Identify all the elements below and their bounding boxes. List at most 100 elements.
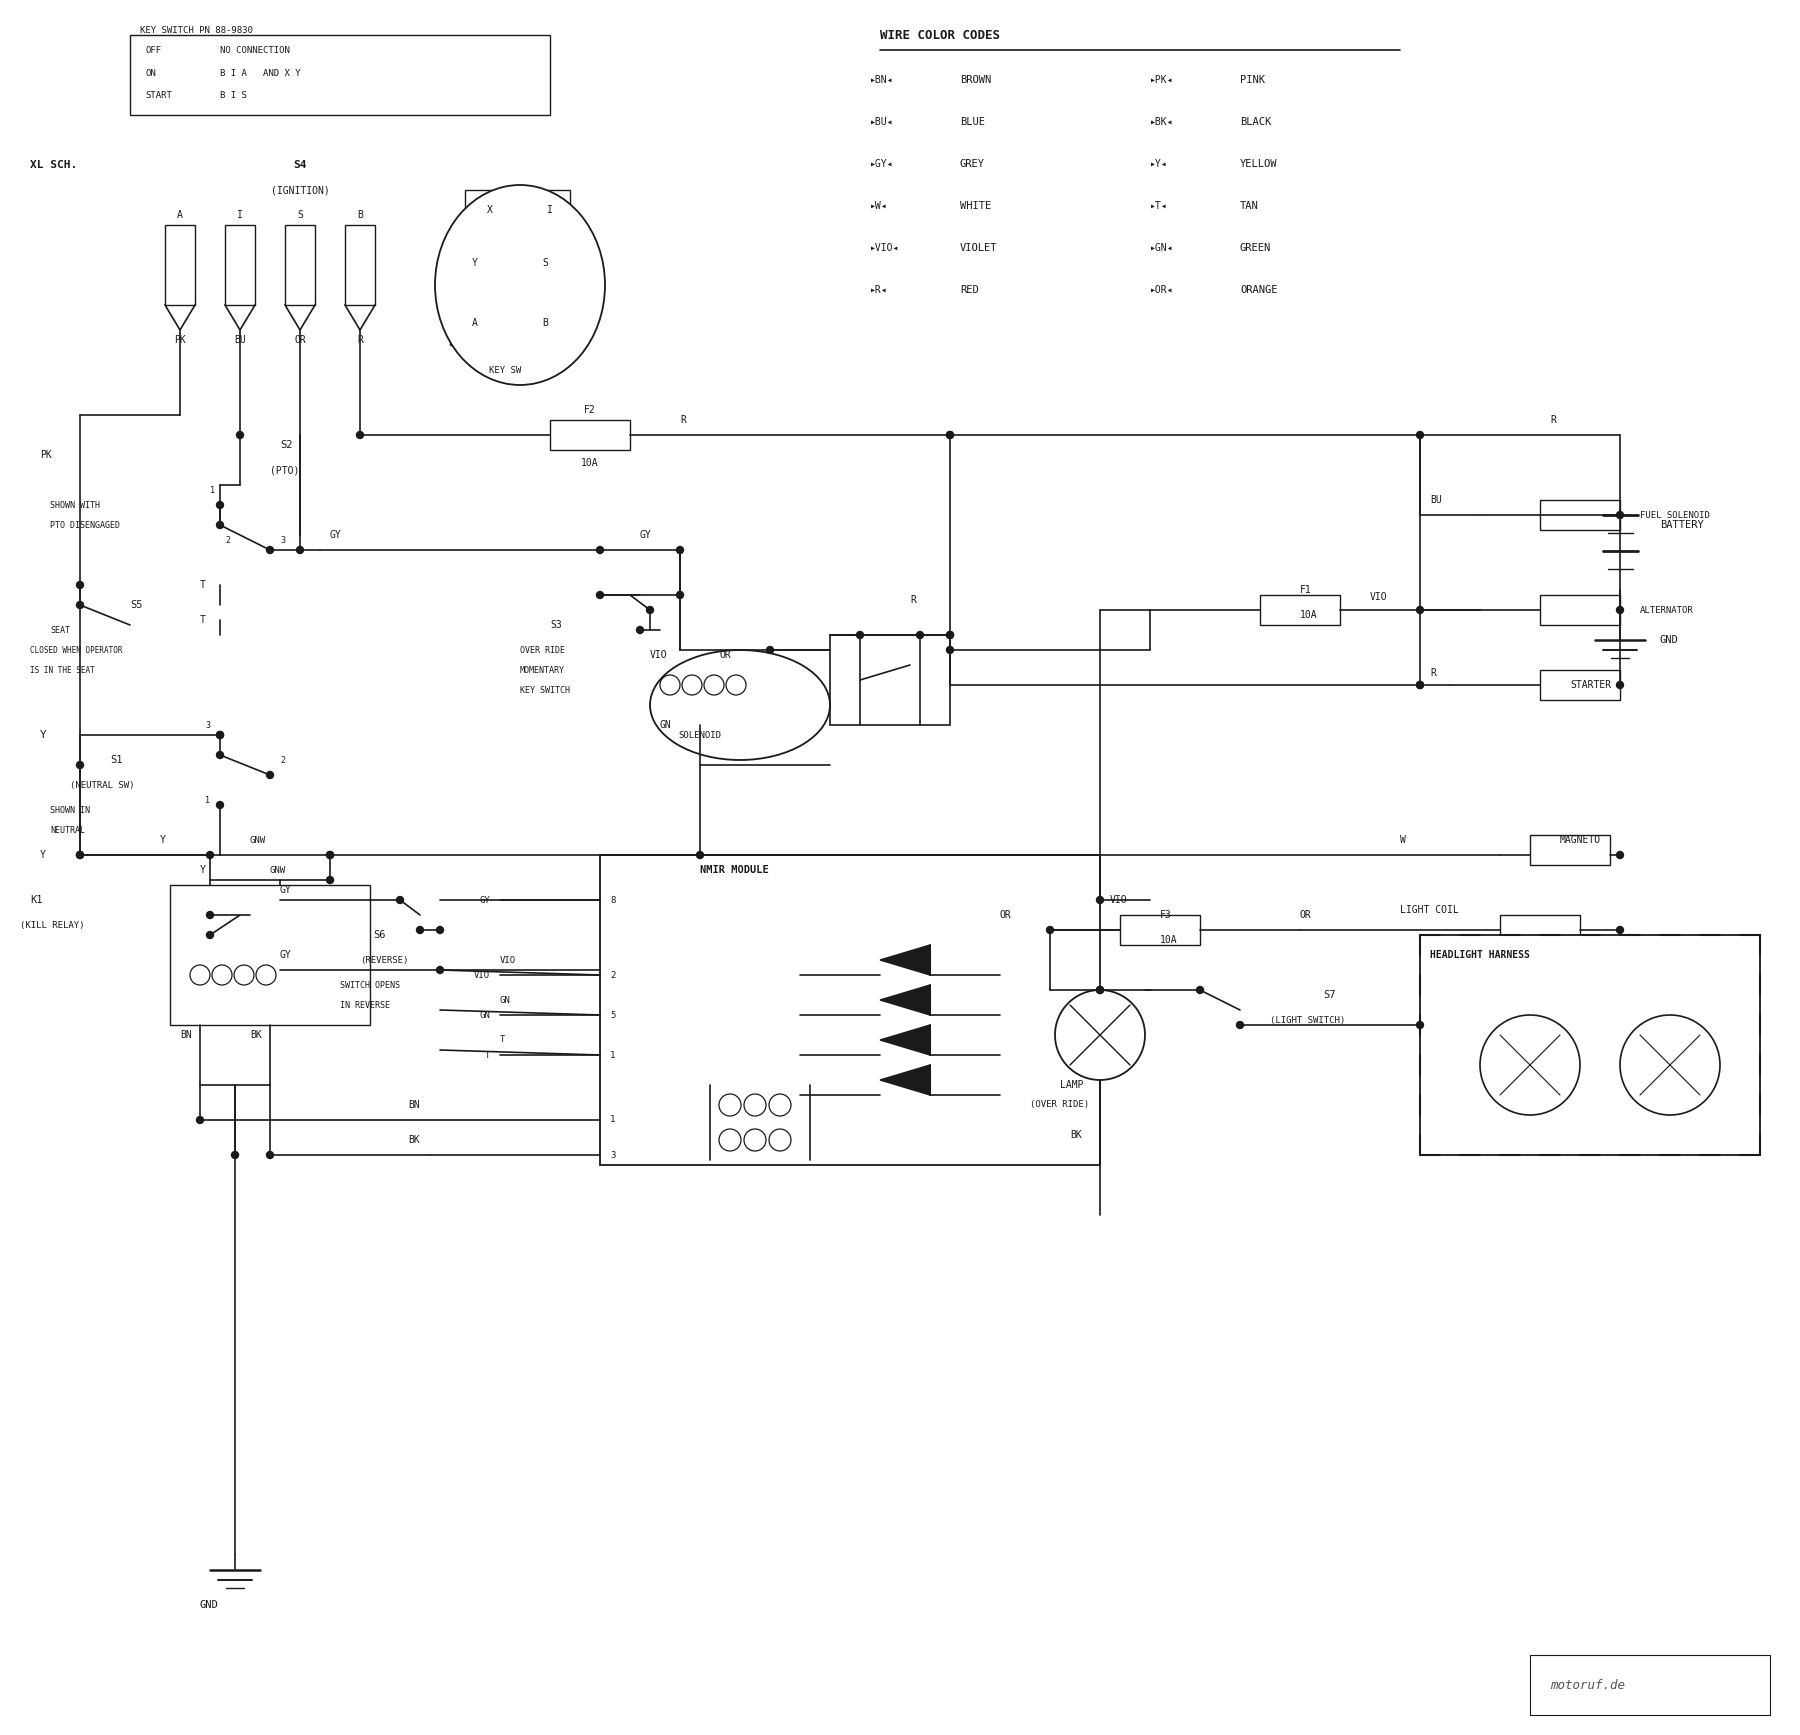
Circle shape — [207, 911, 214, 918]
Circle shape — [769, 1129, 790, 1150]
Text: ▸OR◂: ▸OR◂ — [1150, 285, 1174, 295]
Circle shape — [947, 632, 954, 638]
Text: RED: RED — [959, 285, 979, 295]
Text: (LIGHT SWITCH): (LIGHT SWITCH) — [1271, 1015, 1345, 1024]
Text: TAN: TAN — [1240, 201, 1258, 212]
Text: R: R — [1550, 415, 1555, 425]
Bar — [529, 191, 571, 231]
Text: ORANGE: ORANGE — [1240, 285, 1278, 295]
Text: ▸GN◂: ▸GN◂ — [1150, 243, 1174, 253]
Text: A: A — [176, 210, 184, 220]
Circle shape — [857, 632, 864, 638]
Circle shape — [1417, 607, 1424, 614]
Text: VIO: VIO — [473, 970, 490, 980]
Circle shape — [1616, 682, 1624, 689]
Circle shape — [769, 1095, 790, 1116]
Circle shape — [1417, 1022, 1424, 1029]
Text: 1: 1 — [610, 1050, 616, 1060]
Bar — [464, 191, 515, 231]
Circle shape — [76, 852, 83, 859]
Text: OR: OR — [1001, 909, 1012, 920]
Text: K1: K1 — [31, 895, 43, 906]
Text: KEY SWITCH PN 88-9830: KEY SWITCH PN 88-9830 — [140, 26, 252, 35]
Circle shape — [725, 675, 745, 696]
Circle shape — [767, 647, 774, 654]
Circle shape — [416, 926, 423, 933]
Text: GN: GN — [500, 996, 511, 1005]
Text: ▸W◂: ▸W◂ — [869, 201, 887, 212]
Circle shape — [266, 547, 274, 553]
Text: S3: S3 — [551, 619, 562, 630]
Text: I: I — [547, 205, 553, 215]
Text: ▸T◂: ▸T◂ — [1150, 201, 1168, 212]
Text: R: R — [1429, 668, 1436, 678]
Circle shape — [326, 852, 333, 859]
Text: SWITCH OPENS: SWITCH OPENS — [340, 980, 400, 989]
Circle shape — [216, 732, 223, 739]
Text: 5: 5 — [610, 1010, 616, 1020]
Bar — [520, 300, 571, 345]
Text: ▸Y◂: ▸Y◂ — [1150, 160, 1168, 168]
Text: BLACK: BLACK — [1240, 116, 1271, 127]
Text: ▸VIO◂: ▸VIO◂ — [869, 243, 900, 253]
Text: MOMENTARY: MOMENTARY — [520, 666, 565, 675]
Text: ▸BU◂: ▸BU◂ — [869, 116, 893, 127]
Circle shape — [266, 772, 274, 779]
Text: KEY SW: KEY SW — [490, 366, 522, 375]
Circle shape — [637, 626, 644, 633]
Text: Y: Y — [160, 835, 166, 845]
Text: PTO DISENGAGED: PTO DISENGAGED — [50, 520, 121, 529]
Text: 1: 1 — [211, 486, 214, 494]
Circle shape — [1096, 987, 1103, 994]
Text: KEY SWITCH: KEY SWITCH — [520, 685, 571, 694]
Text: GND: GND — [1660, 635, 1679, 645]
Text: ▸BN◂: ▸BN◂ — [869, 75, 893, 85]
Circle shape — [326, 852, 333, 859]
Bar — [1530, 1655, 1769, 1714]
Polygon shape — [880, 1065, 931, 1095]
Text: GY: GY — [479, 895, 490, 904]
Text: (OVER RIDE): (OVER RIDE) — [1030, 1100, 1089, 1109]
Text: OVER RIDE: OVER RIDE — [520, 645, 565, 654]
Text: LIGHT COIL: LIGHT COIL — [1400, 906, 1458, 914]
Circle shape — [682, 675, 702, 696]
Text: BK: BK — [1069, 1129, 1082, 1140]
Circle shape — [297, 547, 304, 553]
Text: ▸BK◂: ▸BK◂ — [1150, 116, 1174, 127]
Text: ON: ON — [146, 68, 157, 78]
Text: OR: OR — [293, 335, 306, 345]
Text: BK: BK — [409, 1135, 419, 1145]
Text: 10A: 10A — [1300, 611, 1318, 619]
Bar — [1530, 835, 1609, 866]
Text: 3: 3 — [205, 720, 211, 729]
Circle shape — [661, 675, 680, 696]
Circle shape — [916, 632, 923, 638]
Circle shape — [266, 1152, 274, 1159]
Text: W: W — [1400, 835, 1406, 845]
Circle shape — [697, 852, 704, 859]
Text: F1: F1 — [1300, 585, 1312, 595]
Text: (REVERSE): (REVERSE) — [360, 956, 409, 965]
Text: GY: GY — [281, 885, 292, 895]
Text: 2: 2 — [610, 970, 616, 980]
Ellipse shape — [436, 186, 605, 385]
Text: S4: S4 — [293, 160, 306, 170]
Text: S2: S2 — [281, 441, 292, 449]
Circle shape — [232, 1152, 238, 1159]
Circle shape — [76, 581, 83, 588]
Circle shape — [1417, 682, 1424, 689]
Circle shape — [596, 592, 603, 599]
Text: IN REVERSE: IN REVERSE — [340, 1001, 391, 1010]
Text: 2: 2 — [225, 536, 230, 545]
Text: LAMP: LAMP — [1060, 1079, 1084, 1090]
Circle shape — [1096, 987, 1103, 994]
Bar — [166, 226, 194, 305]
Text: S7: S7 — [1323, 991, 1336, 999]
Circle shape — [1237, 1022, 1244, 1029]
Text: BN: BN — [180, 1031, 193, 1039]
Circle shape — [1616, 852, 1624, 859]
Polygon shape — [880, 985, 931, 1015]
Text: R: R — [680, 415, 686, 425]
Text: SHOWN WITH: SHOWN WITH — [50, 500, 101, 510]
Text: BLUE: BLUE — [959, 116, 985, 127]
